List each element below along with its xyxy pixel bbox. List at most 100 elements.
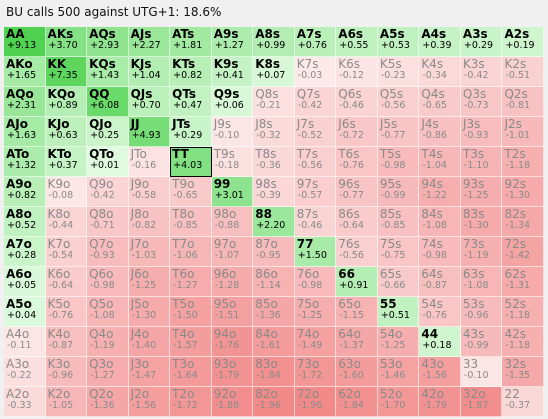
hand-cell[interactable]: AKs +3.70 (45, 27, 88, 57)
hand-cell[interactable]: Q3s -0.73 (460, 87, 503, 117)
hand-cell[interactable]: 76o -0.98 (294, 267, 337, 297)
hand-cell[interactable]: Q8s -0.21 (253, 87, 295, 117)
hand-cell[interactable]: Q8o -0.71 (87, 207, 129, 237)
hand-cell[interactable]: T7s -0.56 (294, 147, 337, 177)
hand-cell[interactable]: A9s +1.27 (211, 27, 254, 57)
hand-cell[interactable]: KQo +0.89 (45, 87, 88, 117)
hand-cell[interactable]: 97o -1.07 (211, 237, 254, 267)
hand-cell[interactable]: 33 -0.10 (460, 357, 503, 387)
hand-cell[interactable]: A3s +0.29 (460, 27, 503, 57)
hand-cell[interactable]: 82s -1.34 (502, 207, 544, 237)
hand-cell[interactable]: 86s -0.64 (336, 207, 378, 237)
hand-cell[interactable]: K2o -1.05 (45, 387, 88, 417)
hand-cell[interactable]: JTo -0.16 (128, 147, 171, 177)
hand-cell[interactable]: K3o -0.96 (45, 357, 88, 387)
hand-cell[interactable]: 44 +0.18 (419, 327, 461, 357)
hand-cell[interactable]: J5s -0.77 (377, 117, 420, 147)
hand-cell[interactable]: 22 -0.37 (502, 387, 544, 417)
hand-cell[interactable]: AJo +1.63 (4, 117, 46, 147)
hand-cell[interactable]: 94o -1.76 (211, 327, 254, 357)
hand-cell[interactable]: 53s -0.96 (460, 297, 503, 327)
hand-cell[interactable]: 62s -1.31 (502, 267, 544, 297)
hand-cell[interactable]: 63s -1.08 (460, 267, 503, 297)
hand-cell[interactable]: K4s -0.34 (419, 57, 461, 87)
hand-cell[interactable]: 53o -1.46 (377, 357, 420, 387)
hand-cell[interactable]: Q9o -0.42 (87, 177, 129, 207)
hand-cell[interactable]: K7s -0.03 (294, 57, 337, 87)
hand-cell[interactable]: K8o -0.44 (45, 207, 88, 237)
hand-cell[interactable]: 86o -1.14 (253, 267, 295, 297)
hand-cell[interactable]: K2s -0.51 (502, 57, 544, 87)
hand-cell[interactable]: 88 +2.20 (253, 207, 295, 237)
hand-cell[interactable]: Q7o -0.93 (87, 237, 129, 267)
hand-cell[interactable]: 84s -1.08 (419, 207, 461, 237)
hand-cell[interactable]: 96o -1.28 (211, 267, 254, 297)
hand-cell[interactable]: 66 +0.91 (336, 267, 378, 297)
hand-cell[interactable]: 87s -0.46 (294, 207, 337, 237)
hand-cell[interactable]: K3s -0.42 (460, 57, 503, 87)
hand-cell[interactable]: 82o -1.96 (253, 387, 295, 417)
hand-cell[interactable]: QJo +0.25 (87, 117, 129, 147)
hand-cell[interactable]: J2o -1.56 (128, 387, 171, 417)
hand-cell[interactable]: 85s -0.85 (377, 207, 420, 237)
hand-cell[interactable]: K9s +0.41 (211, 57, 254, 87)
hand-cell[interactable]: T6s -0.76 (336, 147, 378, 177)
hand-cell[interactable]: T6o -1.27 (170, 267, 212, 297)
hand-cell[interactable]: Q4o -1.19 (87, 327, 129, 357)
hand-cell[interactable]: A2s +0.19 (502, 27, 544, 57)
hand-cell[interactable]: J7o -1.03 (128, 237, 171, 267)
hand-cell[interactable]: 74s -0.98 (419, 237, 461, 267)
hand-cell[interactable]: 54s -0.76 (419, 297, 461, 327)
hand-cell[interactable]: J3s -0.93 (460, 117, 503, 147)
hand-cell[interactable]: A2o -0.33 (4, 387, 46, 417)
hand-cell[interactable]: KTs +0.82 (170, 57, 212, 87)
hand-cell[interactable]: 93s -1.25 (460, 177, 503, 207)
hand-cell[interactable]: K8s +0.07 (253, 57, 295, 87)
hand-cell[interactable]: Q4s -0.65 (419, 87, 461, 117)
hand-cell[interactable]: 94s -1.22 (419, 177, 461, 207)
hand-cell[interactable]: Q5s -0.56 (377, 87, 420, 117)
hand-cell[interactable]: K9o -0.08 (45, 177, 88, 207)
hand-cell[interactable]: TT +4.03 (170, 147, 212, 177)
hand-cell[interactable]: 95o -1.51 (211, 297, 254, 327)
hand-cell[interactable]: QTs +0.47 (170, 87, 212, 117)
hand-cell[interactable]: 52s -1.18 (502, 297, 544, 327)
hand-cell[interactable]: J7s -0.52 (294, 117, 337, 147)
hand-cell[interactable]: J3o -1.47 (128, 357, 171, 387)
hand-cell[interactable]: A9o +0.82 (4, 177, 46, 207)
hand-cell[interactable]: J8s -0.32 (253, 117, 295, 147)
hand-cell[interactable]: 73o -1.72 (294, 357, 337, 387)
hand-cell[interactable]: 95s -0.99 (377, 177, 420, 207)
hand-cell[interactable]: 93o -1.79 (211, 357, 254, 387)
hand-cell[interactable]: 87o -0.95 (253, 237, 295, 267)
hand-cell[interactable]: J6o -1.25 (128, 267, 171, 297)
hand-cell[interactable]: T5s -0.98 (377, 147, 420, 177)
hand-cell[interactable]: T8o -0.85 (170, 207, 212, 237)
hand-cell[interactable]: T7o -1.06 (170, 237, 212, 267)
hand-cell[interactable]: 42s -1.18 (502, 327, 544, 357)
hand-cell[interactable]: A6s +0.55 (336, 27, 378, 57)
hand-cell[interactable]: 73s -1.19 (460, 237, 503, 267)
hand-cell[interactable]: J5o -1.30 (128, 297, 171, 327)
hand-cell[interactable]: KJs +1.04 (128, 57, 171, 87)
hand-cell[interactable]: 85o -1.36 (253, 297, 295, 327)
hand-cell[interactable]: 84o -1.61 (253, 327, 295, 357)
hand-cell[interactable]: T3s -1.10 (460, 147, 503, 177)
hand-cell[interactable]: J6s -0.72 (336, 117, 378, 147)
hand-cell[interactable]: 64s -0.87 (419, 267, 461, 297)
hand-cell[interactable]: A7o +0.28 (4, 237, 46, 267)
hand-cell[interactable]: 92o -1.88 (211, 387, 254, 417)
hand-cell[interactable]: T9o -0.65 (170, 177, 212, 207)
hand-cell[interactable]: T8s -0.36 (253, 147, 295, 177)
hand-cell[interactable]: AJs +2.27 (128, 27, 171, 57)
hand-cell[interactable]: 55 +0.51 (377, 297, 420, 327)
hand-cell[interactable]: A4s +0.39 (419, 27, 461, 57)
hand-cell[interactable]: K6o -0.64 (45, 267, 88, 297)
hand-cell[interactable]: AQs +2.93 (87, 27, 129, 57)
hand-cell[interactable]: QQ +6.08 (87, 87, 129, 117)
hand-cell[interactable]: 75o -1.25 (294, 297, 337, 327)
hand-cell[interactable]: 98s -0.39 (253, 177, 295, 207)
hand-cell[interactable]: K5s -0.23 (377, 57, 420, 87)
hand-cell[interactable]: Q5o -1.08 (87, 297, 129, 327)
hand-cell[interactable]: 72o -1.96 (294, 387, 337, 417)
